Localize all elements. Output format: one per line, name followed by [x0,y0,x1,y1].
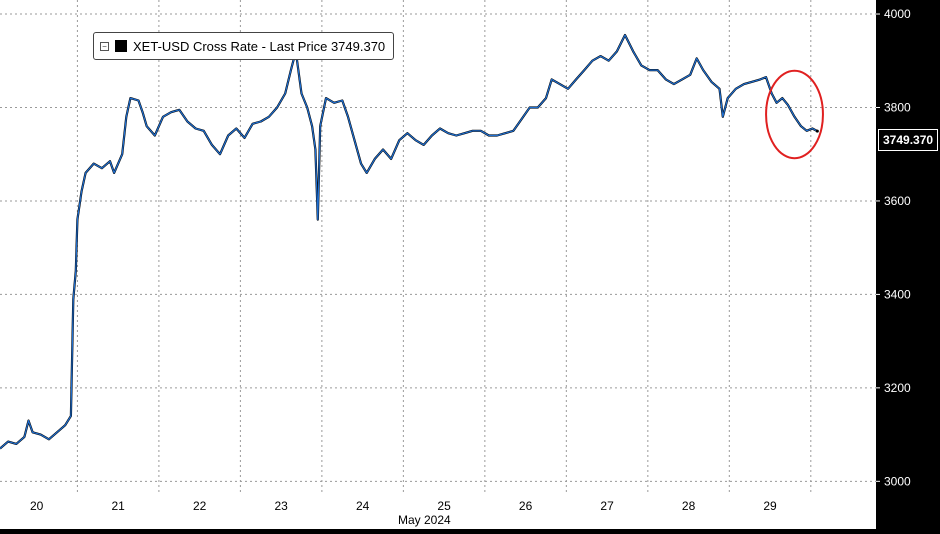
y-tick-label: 3200 [884,381,911,395]
annotation-layer [765,69,824,160]
legend-collapse-icon[interactable]: − [100,41,109,51]
x-tick-label: 28 [682,499,696,513]
legend[interactable]: − XET-USD Cross Rate - Last Price 3749.3… [93,32,395,60]
x-tick-label: 20 [30,499,44,513]
legend-label: XET-USD Cross Rate - Last Price 3749.370 [133,38,386,54]
y-tick-label: 4000 [884,7,911,21]
x-axis-title: May 2024 [398,513,451,527]
x-tick-label: 22 [193,499,207,513]
x-tick-label: 23 [274,499,288,513]
x-axis-strip [0,493,876,529]
x-tick-label: 26 [519,499,533,513]
x-tick-label: 25 [437,499,451,513]
y-tick-label: 3000 [884,474,911,488]
y-tick-label: 3600 [884,194,911,208]
annotation-circle [765,69,824,160]
series-last-point [815,129,819,133]
y-tick-label: 3400 [884,287,911,301]
axis-layer: 3000 3200 3400 3600 3800 4000 20 21 22 23 24 25 26 27… [0,7,911,529]
x-tick-label: 21 [111,499,125,513]
x-tick-label: 27 [600,499,614,513]
series-layer [0,33,819,450]
legend-swatch [115,40,127,52]
last-price-tag: 3749.370 [878,129,939,151]
y-tick-label: 3800 [884,100,911,114]
series-line-highlight [0,34,818,450]
grid-layer [0,0,876,493]
x-tick-label: 29 [763,499,777,513]
x-tick-label: 24 [356,499,370,513]
plot-background [0,0,876,493]
